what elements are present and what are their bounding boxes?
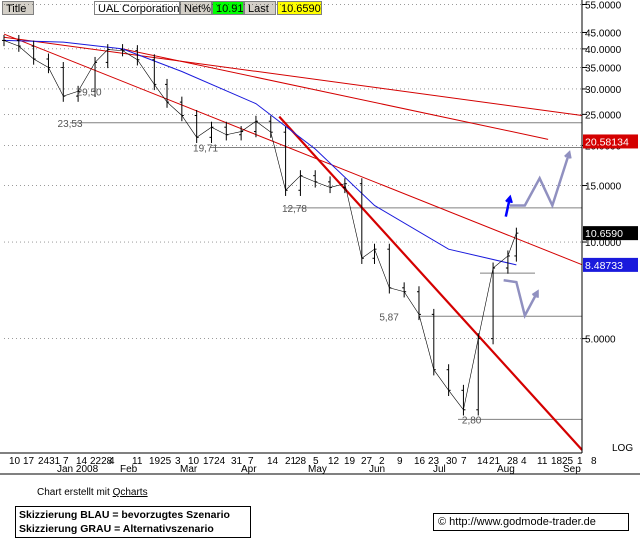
x-day-label: 10: [188, 456, 200, 467]
x-month-label: Jan 2008: [57, 464, 99, 475]
price-annotation: 29,50: [77, 87, 102, 98]
price-layer: [2, 34, 519, 416]
x-day-label: 14: [76, 456, 88, 467]
x-day-label: 30: [446, 456, 458, 467]
credit-link[interactable]: Qcharts: [112, 487, 148, 498]
y-tick-label: 10.0000: [585, 238, 622, 249]
y-tick-label: 5.0000: [585, 335, 616, 346]
x-day-label: 11: [537, 456, 548, 467]
x-day-label: 17: [23, 456, 35, 467]
price-labels-layer: 23,53 29,50 19,71 12,78 5,87 2,80: [58, 87, 482, 426]
price-badge: [583, 257, 638, 272]
blue-scenario-path: [504, 196, 512, 217]
x-month-label: Jun: [369, 464, 385, 475]
x-month-label: Jul: [433, 464, 446, 475]
x-day-label: 14: [477, 456, 489, 467]
x-day-label: 8: [591, 456, 597, 467]
gray-scenario-arrowhead: [531, 289, 539, 298]
x-day-label: 1724: [203, 456, 226, 467]
y-tick-label: 30.0000: [585, 85, 622, 96]
x-day-label: 18: [551, 456, 563, 467]
axes-layer: 55.000045.000040.000035.000030.000025.00…: [0, 0, 640, 475]
x-month-label: Feb: [120, 464, 138, 475]
price-badge: [583, 226, 638, 241]
x-day-label: 3: [175, 456, 181, 467]
x-day-label: 10: [9, 456, 21, 467]
x-day-label: 7: [248, 456, 254, 467]
x-day-label: 2228: [90, 456, 113, 467]
price-annotation: 5,87: [379, 312, 399, 323]
x-day-label: 7: [63, 456, 69, 467]
x-day-label: 12: [328, 456, 340, 467]
y-tick-label: 15.0000: [585, 182, 622, 193]
x-day-label: 5: [313, 456, 319, 467]
trendline: [122, 48, 549, 140]
price-annotation: 2,80: [462, 415, 482, 426]
x-day-label: 23: [428, 456, 440, 467]
price-badge-label: 8.48733: [585, 260, 623, 272]
title-label: Title: [2, 1, 34, 15]
credit-text: Chart erstellt mit: [37, 487, 113, 498]
trendline: [3, 33, 583, 266]
price-annotation: 23,53: [58, 119, 83, 130]
gray-scenario-path: [503, 279, 539, 319]
x-month-label: Mar: [180, 464, 198, 475]
y-tick-label: 25.0000: [585, 110, 622, 121]
blue-scenario-arrowhead: [505, 194, 513, 204]
x-day-label: 28: [507, 456, 519, 467]
x-day-label: 9: [397, 456, 403, 467]
y-tick-label: 40.0000: [585, 45, 622, 56]
x-month-label: Sep: [563, 464, 581, 475]
price-annotation: 12,78: [282, 204, 307, 215]
x-day-label: 21: [489, 456, 501, 467]
x-day-label: 25: [562, 456, 574, 467]
trendline: [3, 36, 583, 116]
x-day-label: 28: [295, 456, 307, 467]
gray-scenario-path: [510, 152, 571, 209]
legend-line-gray: Skizzierung GRAU = Alternativszenario: [19, 523, 214, 535]
trendlines-layer: [3, 33, 583, 451]
x-day-label: 16: [414, 456, 426, 467]
x-day-label: 31: [231, 456, 243, 467]
moving-average-layer: [3, 39, 517, 266]
y-tick-label: 35.0000: [585, 63, 622, 74]
legend-line-blue: Skizzierung BLAU = bevorzugtes Szenario: [19, 509, 230, 521]
x-day-label: 4: [521, 456, 527, 467]
price-badge: [583, 134, 638, 149]
scenario-layer: [503, 150, 572, 319]
moving-average-line: [3, 39, 517, 266]
grid-layer: [4, 4, 582, 339]
x-day-label: 19: [344, 456, 356, 467]
scenario-legend: Skizzierung BLAU = bevorzugtes Szenario …: [15, 506, 251, 538]
x-day-label: 2431: [38, 456, 61, 467]
x-month-label: Apr: [241, 464, 257, 475]
log-scale-label: LOG: [612, 443, 633, 454]
x-day-label: 11: [132, 456, 143, 467]
main-trendline: [278, 115, 583, 451]
x-day-label: 21: [285, 456, 297, 467]
x-day-label: 14: [267, 456, 279, 467]
x-day-label: 2: [379, 456, 385, 467]
gray-scenario-arrowhead: [564, 150, 572, 159]
x-month-label: May: [308, 464, 327, 475]
horizontal-levels-layer: [70, 122, 582, 420]
x-day-label: 7: [461, 456, 467, 467]
price-annotation: 19,71: [193, 143, 218, 154]
copyright-link[interactable]: © http://www.godmode-trader.de: [433, 513, 629, 531]
x-day-label: 4: [109, 456, 115, 467]
price-badge-label: 10.6590: [585, 228, 623, 240]
price-badge-label: 20.58134: [585, 136, 629, 148]
x-month-label: Aug: [497, 464, 515, 475]
y-tick-label: 55.0000: [585, 1, 622, 12]
chart-credit: Chart erstellt mit Qcharts: [37, 487, 148, 498]
x-day-label: 1: [577, 456, 583, 467]
y-tick-label: 45.0000: [585, 28, 622, 39]
x-day-label: 27: [361, 456, 373, 467]
x-day-label: 1925: [149, 456, 172, 467]
symbol-name: UAL Corporation: [94, 1, 180, 15]
price-line: [3, 40, 517, 411]
